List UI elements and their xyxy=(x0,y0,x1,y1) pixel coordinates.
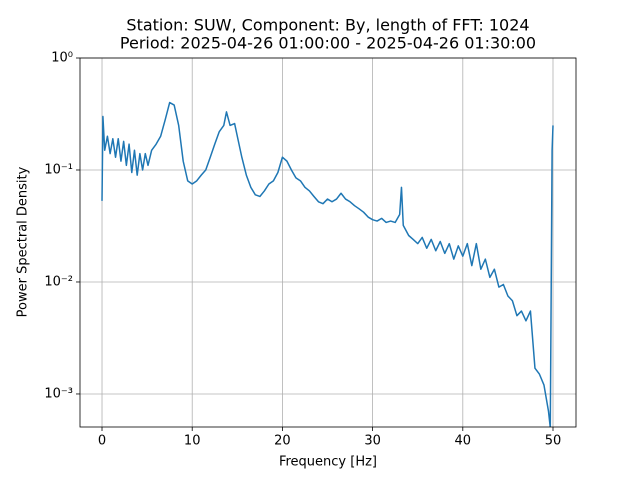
y-tick-label: 10⁻³ xyxy=(44,386,73,401)
y-tick-label: 10⁰ xyxy=(51,51,73,66)
y-tick-label: 10⁻¹ xyxy=(44,162,73,177)
x-tick-label: 40 xyxy=(455,434,472,449)
y-tick-label: 10⁻² xyxy=(44,274,73,289)
y-axis-label: Power Spectral Density xyxy=(16,166,31,317)
chart-title: Station: SUW, Component: By, length of F… xyxy=(126,16,529,35)
x-tick-label: 50 xyxy=(545,434,562,449)
x-tick-label: 20 xyxy=(274,434,291,449)
chart-title: Period: 2025-04-26 01:00:00 - 2025-04-26… xyxy=(120,34,536,53)
x-tick-label: 30 xyxy=(364,434,381,449)
x-tick-label: 10 xyxy=(184,434,201,449)
plot-frame xyxy=(79,57,577,428)
x-axis-label: Frequency [Hz] xyxy=(279,455,377,470)
psd-line xyxy=(101,101,554,427)
x-tick-label: 0 xyxy=(98,434,106,449)
